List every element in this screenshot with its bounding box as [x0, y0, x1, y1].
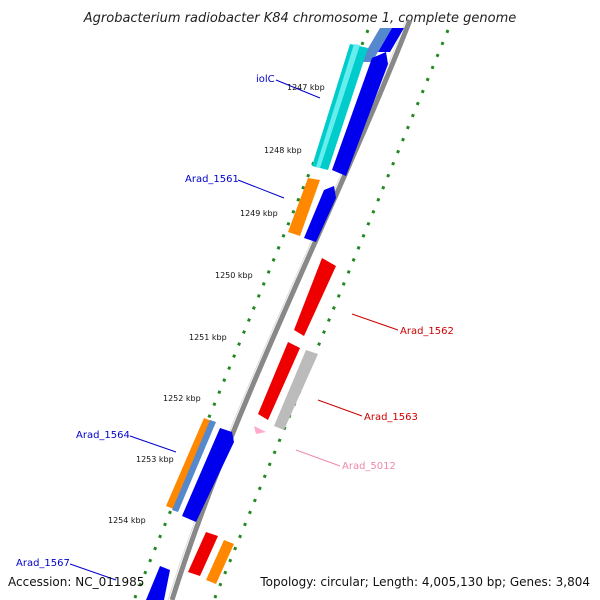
tick-label: 1247 kbp: [287, 83, 325, 92]
tick-label: 1251 kbp: [189, 333, 227, 342]
tick-labels: 1247 kbp 1248 kbp 1249 kbp 1250 kbp 1251…: [108, 83, 325, 525]
gene-label-arad-1564[interactable]: Arad_1564: [76, 430, 130, 441]
label-leaders: [69, 79, 399, 581]
leader-1567: [69, 563, 117, 581]
gene-labels: iolC Arad_1561 Arad_1562 Arad_1563 Arad_…: [16, 74, 454, 569]
gene-label-arad-1561[interactable]: Arad_1561: [185, 174, 239, 185]
leader-1563: [317, 399, 363, 417]
feature-red-1563: [258, 342, 300, 420]
leader-5012: [295, 449, 341, 467]
feature-red-1562: [294, 258, 336, 336]
feature-blue-cds-1: [332, 52, 388, 176]
gene-label-arad-1563[interactable]: Arad_1563: [364, 412, 418, 423]
feature-blue-1564: [182, 428, 234, 522]
gene-label-arad-1562[interactable]: Arad_1562: [400, 326, 454, 337]
leader-iolC: [275, 79, 321, 99]
gene-label-iolC[interactable]: iolC: [256, 74, 275, 85]
feature-blue-1561: [304, 186, 336, 242]
leader-1562: [351, 313, 399, 331]
leader-1564: [129, 435, 177, 453]
feature-lightblue-1564: [172, 420, 216, 512]
tick-label: 1253 kbp: [136, 455, 174, 464]
map-title: Agrobacterium radiobacter K84 chromosome…: [83, 11, 516, 26]
tick-label: 1254 kbp: [108, 516, 146, 525]
feature-orange-1561: [288, 178, 320, 236]
leader-1561: [237, 179, 285, 199]
tick-label: 1250 kbp: [215, 271, 253, 280]
feature-blue-1567: [146, 566, 170, 600]
tick-label: 1248 kbp: [264, 146, 302, 155]
tick-label: 1249 kbp: [240, 209, 278, 218]
feature-cyan-highlight: [316, 44, 360, 168]
genome-backbone: [169, 19, 413, 600]
feature-red-bottom: [188, 532, 218, 576]
feature-top-blue: [360, 28, 392, 62]
feature-top-blue2: [378, 28, 404, 52]
feature-orange-bottom: [206, 540, 234, 584]
feature-grey-1563: [274, 350, 318, 430]
accession-text: Accession: NC_011985: [8, 575, 144, 589]
gene-features: [146, 28, 404, 600]
gene-label-arad-5012[interactable]: Arad_5012: [342, 461, 396, 472]
gene-label-arad-1567[interactable]: Arad_1567: [16, 558, 70, 569]
tick-label: 1252 kbp: [163, 394, 201, 403]
summary-text: Topology: circular; Length: 4,005,130 bp…: [259, 575, 590, 589]
feature-pink-5012: [254, 426, 266, 434]
